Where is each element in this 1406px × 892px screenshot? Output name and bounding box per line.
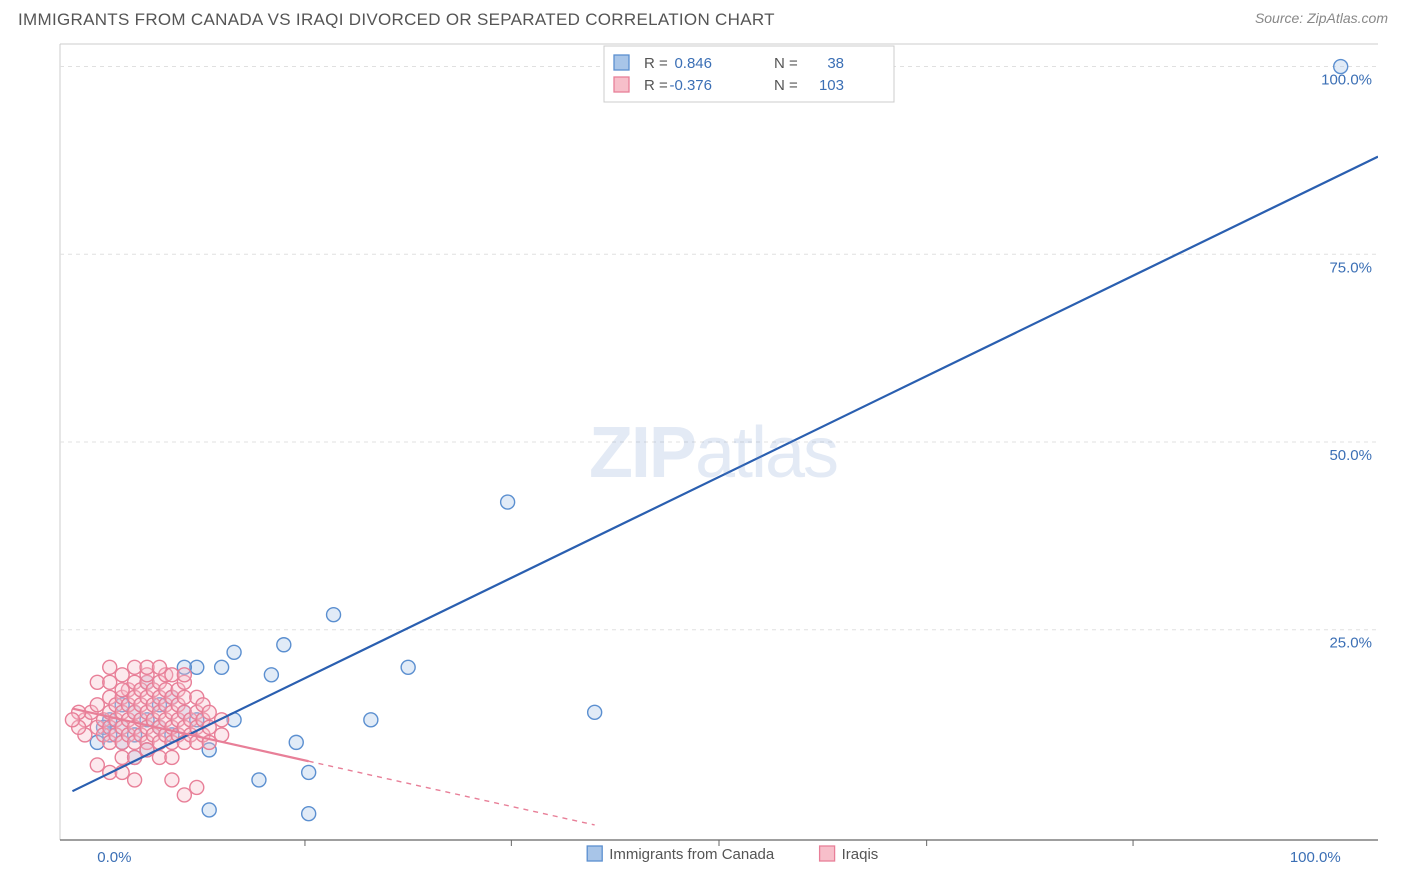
chart-container: 25.0%50.0%75.0%100.0%0.0%100.0%Divorced … [38,40,1388,874]
legend-series: Immigrants from Canada Iraqis [587,846,878,863]
svg-text:Iraqis: Iraqis [842,846,879,863]
y-tick-label: 25.0% [1329,635,1372,652]
x-tick-label: 0.0% [97,849,131,866]
svg-text:-0.376: -0.376 [669,77,712,94]
source-attribution: Source: ZipAtlas.com [1255,10,1388,26]
svg-text:R =: R = [644,55,668,72]
x-tick-label: 100.0% [1290,849,1341,866]
svg-text:N =: N = [774,55,798,72]
y-tick-label: 100.0% [1321,72,1372,89]
y-tick-label: 50.0% [1329,447,1372,464]
svg-text:38: 38 [827,55,844,72]
svg-text:103: 103 [819,77,844,94]
correlation-scatter-chart: 25.0%50.0%75.0%100.0%0.0%100.0%Divorced … [38,40,1388,874]
y-tick-label: 75.0% [1329,259,1372,276]
svg-text:N =: N = [774,77,798,94]
svg-text:R =: R = [644,77,668,94]
legend-correlation: R = 0.846 N = 38 R =-0.376 N = 103 [604,46,894,102]
chart-title: IMMIGRANTS FROM CANADA VS IRAQI DIVORCED… [18,10,775,30]
svg-text:0.846: 0.846 [674,55,712,72]
svg-text:Immigrants from Canada: Immigrants from Canada [609,846,775,863]
